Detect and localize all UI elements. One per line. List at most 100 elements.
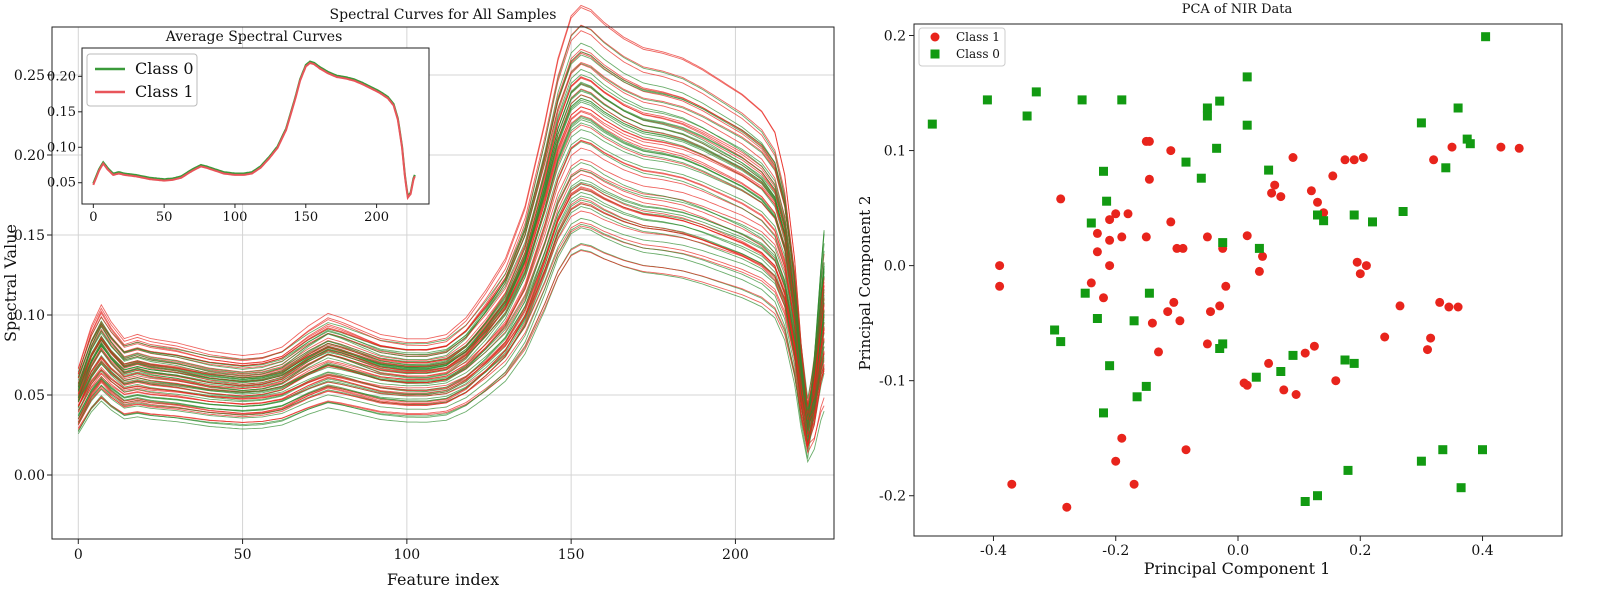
pca-point-class1-39 [1242, 380, 1252, 390]
pca-point-class0-24 [1215, 96, 1225, 106]
pca-ytick-0.0: 0.0 [884, 259, 906, 275]
inset-line-class-0 [92, 60, 416, 199]
pca-point-class1-49 [1291, 390, 1301, 399]
pca-point-class1-35 [1215, 301, 1225, 311]
pca-point-class0-48 [1438, 445, 1448, 455]
pca-point-class0-28 [1242, 72, 1252, 82]
pca-point-class1-11 [1105, 261, 1115, 271]
spectral-line-class1-38 [77, 197, 825, 455]
pca-legend-label-class1: Class 1 [956, 30, 1000, 44]
pca-point-class1-2 [1007, 479, 1017, 489]
pca-point-class0-45 [1416, 456, 1426, 466]
pca-point-class0-22 [1202, 111, 1212, 121]
pca-point-class0-44 [1398, 207, 1408, 216]
pca-point-class0-4 [1050, 325, 1060, 335]
spectral-line-class1-34 [77, 124, 825, 424]
spectral-frame [51, 26, 835, 540]
inset-ytick-0.05: 0.05 [47, 176, 76, 191]
pca-point-class1-7 [1092, 228, 1102, 238]
spectral-line-class0-30 [77, 169, 825, 421]
pca-point-class0-35 [1300, 497, 1310, 506]
pca-point-class1-45 [1270, 180, 1280, 190]
inset-chart: Average Spectral Curves 0 50 100 150 200 0.05… [47, 29, 430, 225]
spectral-line-class1-29 [77, 24, 825, 417]
pca-point-class0-27 [1218, 238, 1228, 248]
pca-point-class1-72 [1496, 142, 1506, 152]
pca-point-class1-30 [1178, 243, 1188, 253]
pca-point-class1-20 [1144, 136, 1154, 146]
pca-point-class1-55 [1328, 171, 1338, 181]
spectral-line-class1-36 [77, 48, 825, 414]
pca-point-class0-40 [1343, 465, 1353, 475]
spectral-line-class0-35 [77, 51, 825, 417]
pca-ylabel: Principal Component 2 [856, 196, 874, 371]
spectral-xtick-200: 200 [722, 547, 749, 563]
pca-point-class1-27 [1169, 297, 1179, 307]
pca-point-class1-46 [1276, 192, 1286, 202]
pca-xtick-0.2: 0.2 [1349, 543, 1371, 559]
pca-point-class1-40 [1242, 231, 1252, 241]
pca-legend-marker-class1 [930, 32, 940, 42]
spectral-xtick-150: 150 [558, 547, 585, 563]
inset-ytick-0.10: 0.10 [47, 140, 76, 155]
pca-point-class0-43 [1368, 217, 1377, 227]
pca-xtick--0.4: -0.4 [980, 543, 1007, 559]
pca-point-class1-62 [1361, 261, 1371, 271]
pca-point-class0-41 [1349, 358, 1359, 368]
spectral-lines [77, 4, 825, 464]
spectral-chart: Spectral Curves for All Samples 0 50 100 15… [1, 4, 835, 589]
pca-point-class1-43 [1264, 358, 1274, 368]
pca-ytick-0.2: 0.2 [884, 29, 906, 45]
pca-point-class1-17 [1129, 479, 1139, 489]
inset-ticks: 0 50 100 150 200 0.05 0.10 0.15 0.20 [47, 69, 389, 225]
pca-point-class1-6 [1092, 247, 1102, 257]
pca-ytick--0.1: -0.1 [879, 374, 906, 390]
pca-point-class1-5 [1086, 278, 1096, 288]
pca-point-class1-26 [1166, 146, 1176, 156]
pca-point-class1-59 [1352, 257, 1362, 267]
inset-xtick-50: 50 [156, 210, 173, 225]
spectral-ylabel: Spectral Value [1, 224, 20, 342]
spectral-line-class1-13 [77, 170, 825, 429]
pca-point-class1-21 [1144, 174, 1154, 184]
pca-ytick-0.1: 0.1 [884, 144, 906, 160]
spectral-ytick-0.25: 0.25 [14, 68, 45, 84]
pca-point-class1-73 [1514, 143, 1524, 153]
spectral-line-class0-37 [77, 74, 825, 411]
spectral-xtick-0: 0 [74, 547, 83, 563]
inset-legend: Class 0 Class 1 [86, 53, 198, 107]
pca-point-class0-37 [1313, 491, 1322, 501]
inset-xtick-200: 200 [364, 210, 389, 225]
pca-frame [913, 23, 1563, 537]
spectral-line-class1-23 [77, 77, 825, 422]
pca-point-class1-47 [1279, 385, 1289, 395]
pca-point-class0-7 [1080, 288, 1090, 298]
pca-point-class0-50 [1456, 483, 1466, 493]
spectral-xtick-100: 100 [393, 547, 420, 563]
spectral-line-class1-32 [77, 76, 825, 437]
pca-point-class1-23 [1154, 347, 1163, 357]
spectral-line-class0-39 [77, 42, 825, 421]
spectral-line-class0-27 [77, 25, 825, 429]
pca-point-class1-24 [1163, 307, 1173, 317]
pca-point-class1-33 [1202, 339, 1212, 349]
pca-point-class1-16 [1123, 209, 1133, 219]
spectral-line-class0-16 [77, 83, 825, 420]
pca-ticks: -0.4 -0.2 0.0 0.2 0.4 -0.2 -0.1 0.0 0.1 0.2 [879, 29, 1494, 559]
spectral-line-class0-29 [77, 99, 825, 421]
pca-point-class0-32 [1264, 165, 1274, 175]
spectral-line-class0-4 [77, 223, 825, 449]
pca-point-class0-0 [927, 119, 937, 129]
pca-point-class1-41 [1254, 266, 1264, 276]
pca-point-class0-1 [982, 95, 992, 105]
pca-point-class1-61 [1358, 153, 1368, 162]
pca-point-class0-53 [1478, 445, 1487, 455]
pca-point-class1-56 [1331, 376, 1341, 386]
spectral-ytick-0.10: 0.10 [14, 308, 45, 324]
pca-point-class1-53 [1313, 197, 1322, 207]
pca-point-class0-36 [1313, 210, 1322, 220]
pca-point-class1-58 [1349, 155, 1359, 165]
spectral-line-class1-31 [77, 158, 825, 417]
spectral-line-class1-33 [77, 244, 825, 447]
pca-point-class1-3 [1056, 194, 1066, 204]
